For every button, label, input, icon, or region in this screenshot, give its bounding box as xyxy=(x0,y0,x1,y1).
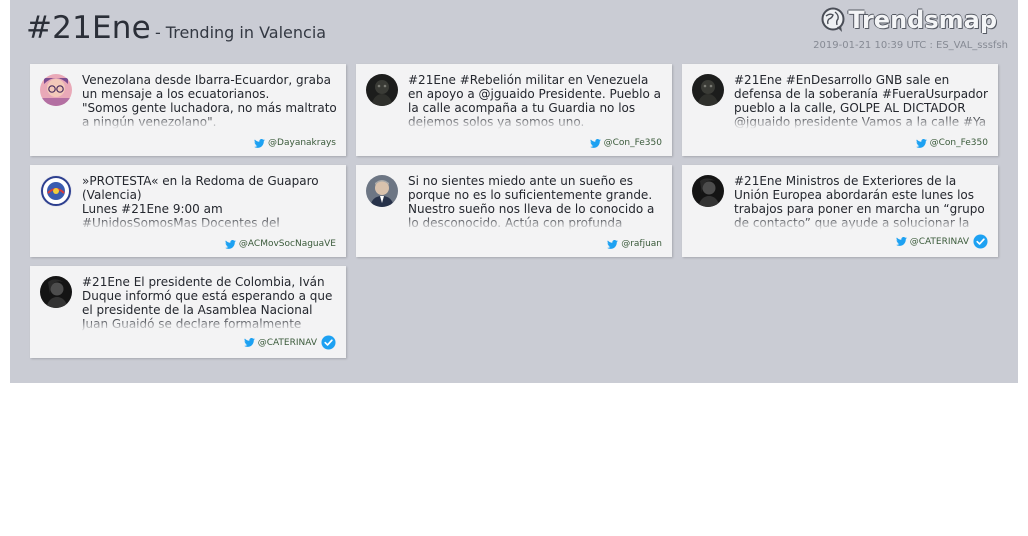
tweet-text: #21Ene El presidente de Colombia, Iván D… xyxy=(82,275,338,331)
twitter-icon xyxy=(607,239,619,249)
tweet-card[interactable]: #21Ene El presidente de Colombia, Iván D… xyxy=(30,266,346,358)
verified-badge-icon xyxy=(973,234,988,249)
author-handle[interactable]: @Dayanakrays xyxy=(268,138,336,148)
tweet-author[interactable]: @ACMovSocNaguaVE xyxy=(225,239,336,249)
avatar[interactable] xyxy=(40,276,72,308)
twitter-icon xyxy=(589,138,601,148)
tweet-card[interactable]: »PROTESTA« en la Redoma de Guaparo (Vale… xyxy=(30,165,346,257)
hashtag-title[interactable]: #21Ene xyxy=(26,10,151,46)
author-handle[interactable]: @CATERINAV xyxy=(257,337,317,348)
tweet-text: #21Ene #Rebelión militar en Venezuela en… xyxy=(408,73,664,129)
tweet-author[interactable]: @Con_Fe350 xyxy=(589,138,662,148)
avatar[interactable] xyxy=(40,74,72,106)
twitter-icon xyxy=(915,138,927,148)
tweet-text: Si no sientes miedo ante un sueño es por… xyxy=(408,174,664,230)
author-handle[interactable]: @Con_Fe350 xyxy=(929,138,988,148)
twitter-icon xyxy=(225,239,236,249)
tweet-text: #21Ene Ministros de Exteriores de la Uni… xyxy=(734,174,990,230)
verified-badge-icon xyxy=(321,335,336,350)
globe-bubble-icon xyxy=(821,7,845,32)
avatar[interactable] xyxy=(40,175,72,207)
tweet-author[interactable]: @CATERINAV xyxy=(243,335,336,350)
tweet-text: »PROTESTA« en la Redoma de Guaparo (Vale… xyxy=(82,174,338,230)
tweet-text: #21Ene #EnDesarrollo GNB sale en defensa… xyxy=(734,73,990,129)
tweet-card[interactable]: #21Ene Ministros de Exteriores de la Uni… xyxy=(682,165,998,257)
avatar[interactable] xyxy=(692,74,724,106)
avatar[interactable] xyxy=(366,175,398,207)
trendsmap-logo[interactable]: Trendsmap xyxy=(820,6,997,34)
timestamp-location: 2019-01-21 10:39 UTC : ES_VAL_sssfsh xyxy=(813,40,1008,51)
tweet-card[interactable]: Venezolana desde Ibarra-Ecuardor, graba … xyxy=(30,64,346,156)
tweet-author[interactable]: @Dayanakrays xyxy=(254,138,336,148)
avatar[interactable] xyxy=(692,175,724,207)
author-handle[interactable]: @ACMovSocNaguaVE xyxy=(238,239,336,249)
tweet-card[interactable]: Si no sientes miedo ante un sueño es por… xyxy=(356,165,672,257)
tweet-author[interactable]: @Con_Fe350 xyxy=(915,138,988,148)
author-handle[interactable]: @rafjuan xyxy=(621,239,662,249)
author-handle[interactable]: @Con_Fe350 xyxy=(603,138,662,148)
tweet-text: Venezolana desde Ibarra-Ecuardor, graba … xyxy=(82,73,338,129)
tweet-card[interactable]: #21Ene #EnDesarrollo GNB sale en defensa… xyxy=(682,64,998,156)
avatar[interactable] xyxy=(366,74,398,106)
brand-name: Trendsmap xyxy=(848,6,997,34)
trending-subtitle: - Trending in Valencia xyxy=(154,23,327,42)
trend-panel: #21Ene - Trending in Valencia Trendsmap 2… xyxy=(10,0,1018,383)
twitter-icon xyxy=(254,138,265,148)
author-handle[interactable]: @CATERINAV xyxy=(909,236,969,247)
tweet-author[interactable]: @CATERINAV xyxy=(895,234,988,249)
twitter-icon xyxy=(895,237,907,246)
twitter-icon xyxy=(243,338,255,347)
tweet-author[interactable]: @rafjuan xyxy=(607,239,662,249)
tweet-card[interactable]: #21Ene #Rebelión militar en Venezuela en… xyxy=(356,64,672,156)
page-title: #21Ene - Trending in Valencia xyxy=(26,10,326,46)
